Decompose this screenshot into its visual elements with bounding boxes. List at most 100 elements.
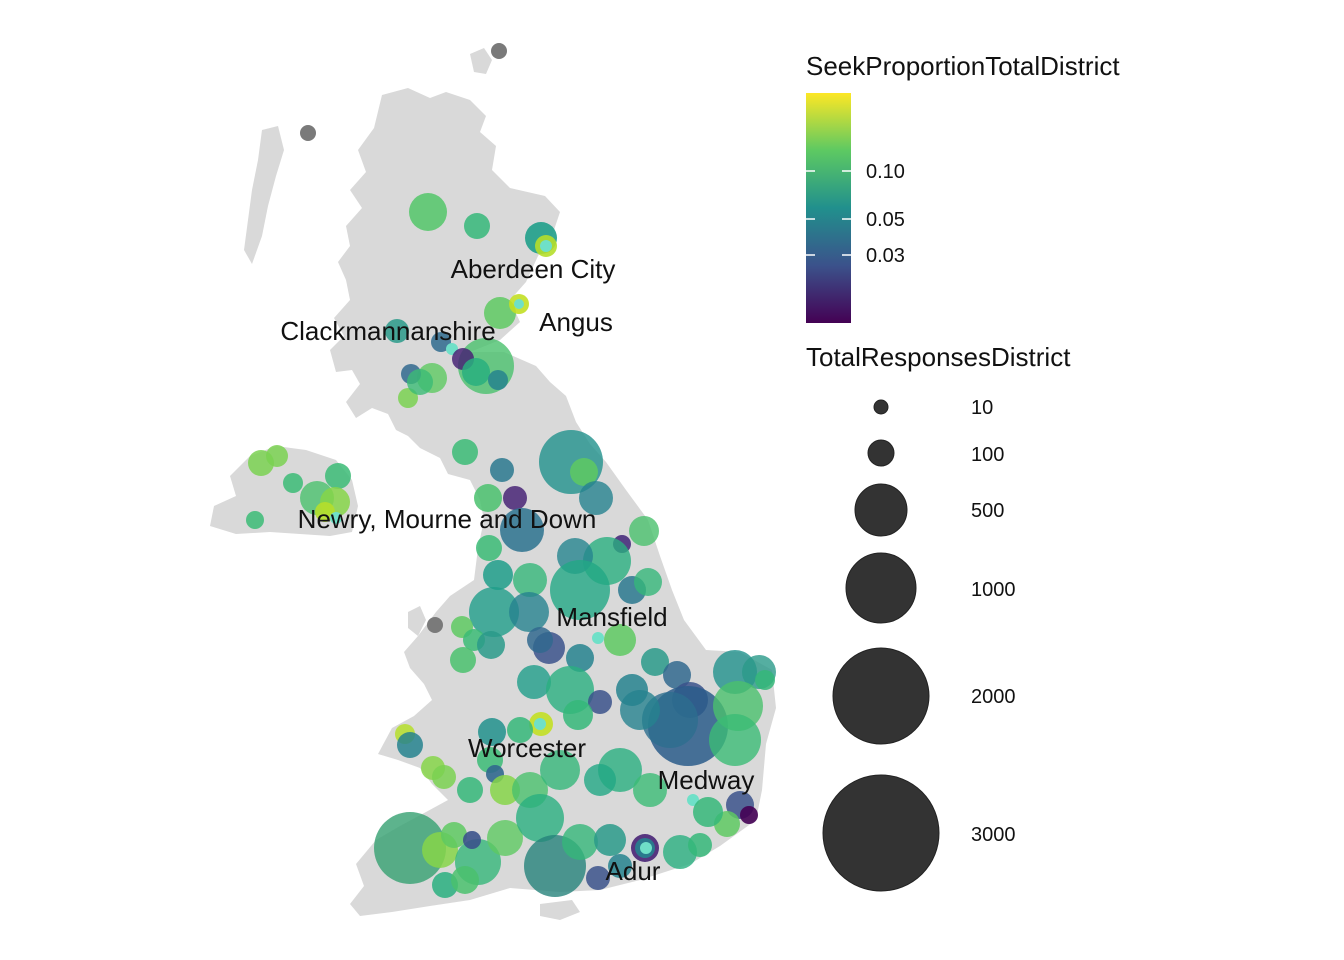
district-bubble xyxy=(450,647,476,673)
district-bubble xyxy=(570,458,598,486)
label-clackmannanshire: Clackmannanshire xyxy=(280,316,495,346)
size-label-2000: 2000 xyxy=(971,686,1016,708)
district-bubble xyxy=(709,714,761,766)
district-bubble xyxy=(629,516,659,546)
district-bubble xyxy=(688,833,712,857)
label-medway: Medway xyxy=(658,765,755,795)
label-newry-mourne-down: Newry, Mourne and Down xyxy=(298,504,597,534)
district-bubble xyxy=(469,587,519,637)
district-bubble xyxy=(507,717,533,743)
district-bubble xyxy=(407,369,433,395)
district-bubble xyxy=(491,43,507,59)
label-angus: Angus xyxy=(539,307,613,337)
district-bubble xyxy=(484,297,516,329)
size-key-3000 xyxy=(822,774,940,892)
isle-of-wight-landmass xyxy=(540,900,580,920)
size-label-3000: 3000 xyxy=(971,824,1016,846)
color-tick-label-0-03: 0.03 xyxy=(866,245,905,267)
district-bubble xyxy=(487,820,523,856)
size-legend-title: TotalResponsesDistrict xyxy=(806,342,1071,372)
district-bubble xyxy=(462,358,490,386)
district-bubble xyxy=(586,866,610,890)
district-bubble xyxy=(517,665,551,699)
district-bubble xyxy=(534,718,546,730)
district-bubble xyxy=(513,563,547,597)
color-legend-title: SeekProportionTotalDistrict xyxy=(806,51,1120,81)
district-bubble xyxy=(503,486,527,510)
district-bubble xyxy=(550,560,610,620)
district-bubble xyxy=(509,592,549,632)
district-bubble xyxy=(283,473,303,493)
district-bubble xyxy=(540,240,552,252)
district-bubble xyxy=(490,775,520,805)
district-bubble xyxy=(452,439,478,465)
district-bubble xyxy=(620,690,660,730)
isle-of-man-landmass xyxy=(408,606,426,636)
district-bubbles xyxy=(246,43,776,898)
district-bubble xyxy=(478,718,506,746)
district-bubble xyxy=(464,213,490,239)
district-bubble xyxy=(409,193,447,231)
district-bubble xyxy=(374,812,446,884)
district-bubble xyxy=(755,670,775,690)
district-bubble xyxy=(266,445,288,467)
color-legend: SeekProportionTotalDistrict 0.10 0.05 0.… xyxy=(806,51,1120,323)
size-key-500 xyxy=(854,483,908,537)
hebrides-landmass xyxy=(244,126,284,264)
district-bubble xyxy=(432,765,456,789)
district-bubble xyxy=(693,797,723,827)
district-bubble xyxy=(663,661,691,689)
district-bubble xyxy=(588,690,612,714)
district-bubble xyxy=(246,511,264,529)
district-bubble xyxy=(584,764,616,796)
district-bubble xyxy=(398,388,418,408)
district-labels: Aberdeen City Angus Clackmannanshire New… xyxy=(280,254,754,886)
district-bubble xyxy=(500,508,544,552)
label-aberdeen-city: Aberdeen City xyxy=(451,254,616,284)
label-mansfield: Mansfield xyxy=(556,602,667,632)
district-bubble xyxy=(516,794,564,842)
color-tick-label-0-05: 0.05 xyxy=(866,209,905,231)
district-bubble xyxy=(483,560,513,590)
district-bubble xyxy=(640,842,652,854)
district-bubble xyxy=(514,299,524,309)
district-bubble xyxy=(608,854,632,878)
district-bubble xyxy=(474,484,502,512)
district-bubble xyxy=(315,502,335,522)
district-bubble xyxy=(594,824,626,856)
district-bubble xyxy=(397,732,423,758)
orkney-landmass xyxy=(470,48,492,74)
color-legend-bar xyxy=(806,93,851,323)
size-key-10 xyxy=(873,399,889,415)
district-bubble xyxy=(527,627,553,653)
district-bubble xyxy=(300,125,316,141)
district-bubble xyxy=(325,463,351,489)
district-bubble xyxy=(476,535,502,561)
size-label-100: 100 xyxy=(971,444,1004,466)
district-bubble xyxy=(330,512,342,524)
size-key-2000 xyxy=(832,647,930,745)
district-bubble xyxy=(441,822,467,848)
district-bubble xyxy=(579,481,613,515)
size-key-100 xyxy=(867,439,895,467)
district-bubble xyxy=(540,750,580,790)
district-bubble xyxy=(566,644,594,672)
district-bubble xyxy=(740,806,758,824)
size-label-500: 500 xyxy=(971,500,1004,522)
label-adur: Adur xyxy=(606,856,661,886)
district-bubble xyxy=(604,624,636,656)
district-bubble xyxy=(463,831,481,849)
size-label-1000: 1000 xyxy=(971,579,1016,601)
color-tick-label-0-10: 0.10 xyxy=(866,161,905,183)
district-bubble xyxy=(641,648,669,676)
district-bubble xyxy=(427,617,443,633)
size-label-10: 10 xyxy=(971,397,993,419)
size-legend: TotalResponsesDistrict 10 100 500 1000 2… xyxy=(806,342,1071,892)
district-bubble xyxy=(592,632,604,644)
district-bubble xyxy=(490,458,514,482)
district-bubble xyxy=(634,568,662,596)
label-worcester: Worcester xyxy=(468,733,586,763)
district-bubble xyxy=(431,332,451,352)
district-bubble xyxy=(451,866,479,894)
district-bubble xyxy=(488,370,508,390)
